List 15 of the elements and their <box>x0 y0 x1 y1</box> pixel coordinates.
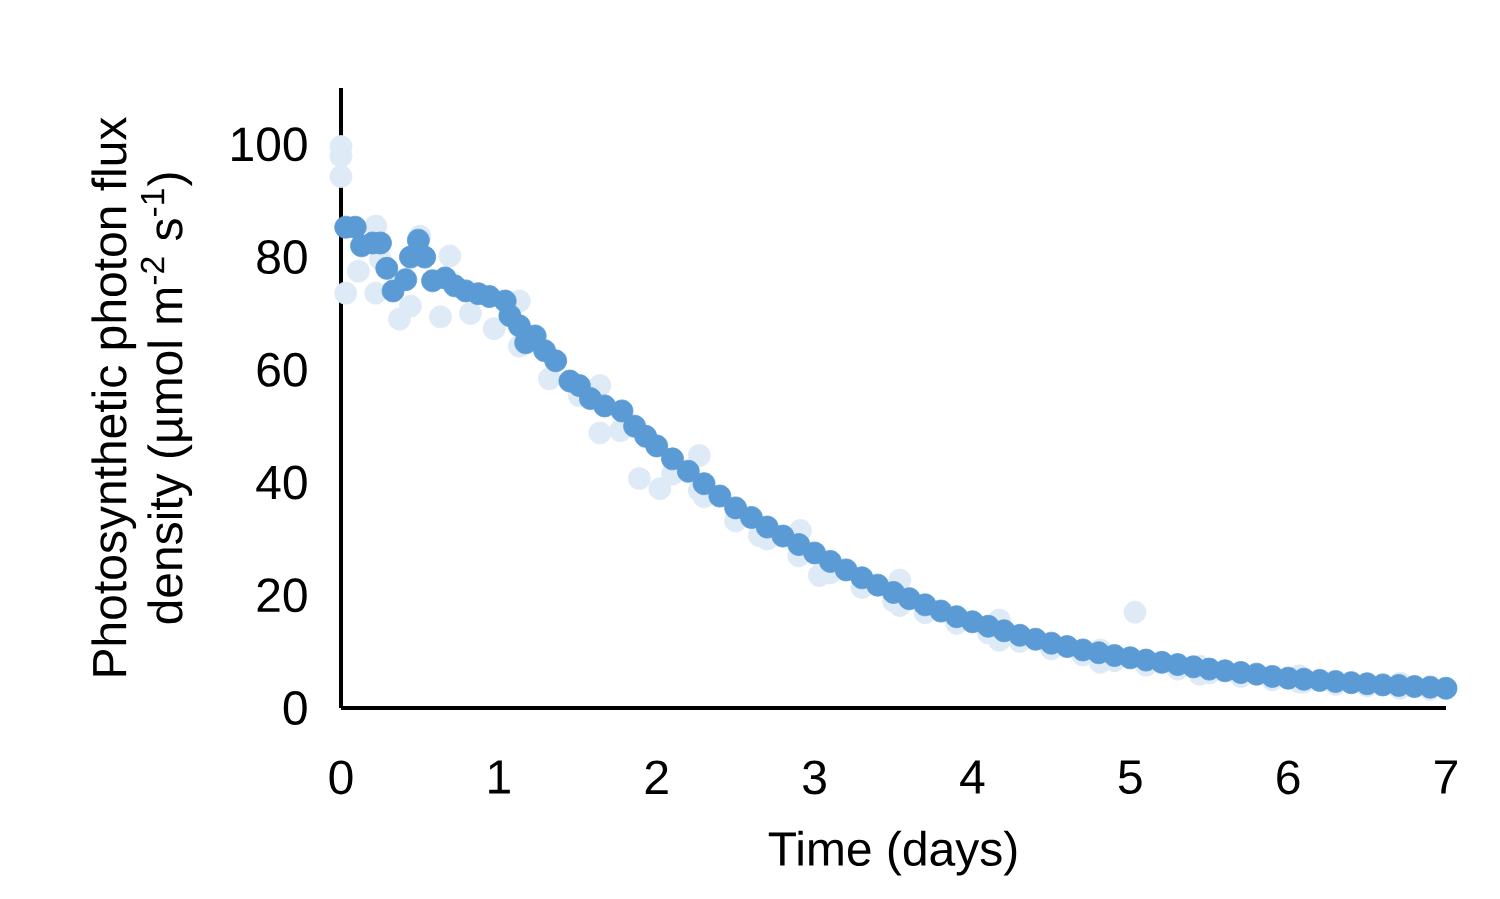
y-tick-label: 80 <box>257 240 307 275</box>
x-axis-title: Time (days) <box>768 830 1017 876</box>
x-tick-label: 6 <box>1277 760 1300 795</box>
x-tick-label: 1 <box>489 760 510 794</box>
x-tick-label: 0 <box>329 760 353 795</box>
y-tick-label: 60 <box>257 352 307 387</box>
x-tick-label: 7 <box>1435 760 1457 794</box>
y-tick-label: 20 <box>257 578 307 613</box>
y-tick-label: 40 <box>256 465 307 500</box>
x-tick-label: 2 <box>645 760 668 794</box>
x-tick-label: 3 <box>803 760 826 795</box>
x-tick-label: 4 <box>960 760 985 794</box>
x-tick-label: 5 <box>1118 760 1142 794</box>
y-tick-label: 0 <box>283 690 307 725</box>
y-tick-label: 100 <box>232 127 307 162</box>
